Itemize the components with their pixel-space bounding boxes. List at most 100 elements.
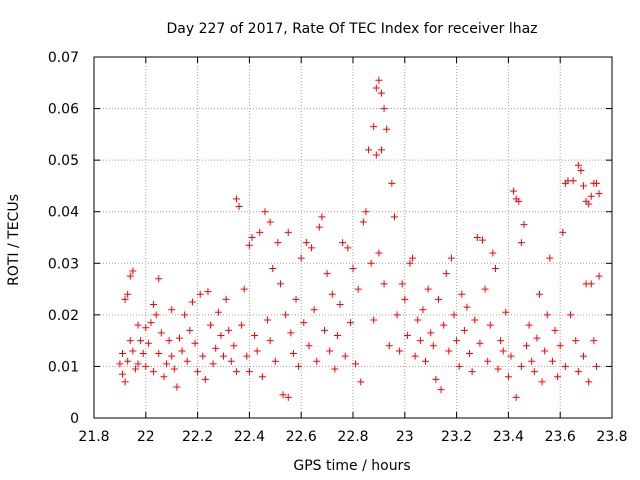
- data-point: [253, 347, 261, 355]
- data-point: [292, 295, 300, 303]
- data-point: [175, 334, 183, 342]
- data-point: [183, 357, 191, 365]
- x-axis-label: GPS time / hours: [293, 458, 410, 474]
- data-point: [160, 373, 168, 381]
- data-point: [546, 254, 554, 262]
- data-point: [437, 386, 445, 394]
- data-point: [279, 391, 287, 399]
- data-point: [186, 326, 194, 334]
- data-point: [535, 290, 543, 298]
- data-point: [181, 311, 189, 319]
- data-points: [116, 76, 603, 401]
- data-point: [520, 221, 528, 229]
- data-point: [574, 368, 582, 376]
- data-point: [217, 331, 225, 339]
- data-point: [377, 146, 385, 154]
- data-point: [466, 350, 474, 358]
- data-point: [287, 329, 295, 337]
- data-point: [232, 368, 240, 376]
- data-point: [411, 352, 419, 360]
- data-point: [543, 311, 551, 319]
- x-tick-label: 22.6: [286, 429, 317, 445]
- data-point: [491, 264, 499, 272]
- data-point: [377, 89, 385, 97]
- data-point: [476, 339, 484, 347]
- data-point: [209, 360, 217, 368]
- data-point: [129, 347, 137, 355]
- data-point: [538, 378, 546, 386]
- data-point: [155, 350, 163, 358]
- data-point: [284, 393, 292, 401]
- data-point: [414, 316, 422, 324]
- data-point: [427, 329, 435, 337]
- data-point: [118, 370, 126, 378]
- data-point: [486, 321, 494, 329]
- data-point: [587, 280, 595, 288]
- x-tick-label: 22: [137, 429, 155, 445]
- data-point: [168, 306, 176, 314]
- x-tick-label: 23.6: [545, 429, 576, 445]
- data-point: [308, 244, 316, 252]
- data-point: [473, 234, 481, 241]
- data-point: [458, 290, 466, 298]
- data-point: [422, 357, 430, 365]
- data-point: [232, 195, 240, 203]
- data-point: [341, 352, 349, 360]
- data-point: [587, 192, 595, 200]
- data-point: [533, 334, 541, 342]
- data-point: [220, 352, 227, 360]
- data-point: [401, 295, 409, 303]
- data-point: [370, 316, 378, 324]
- x-tick-label: 22.2: [182, 429, 213, 445]
- data-point: [380, 105, 388, 113]
- data-point: [489, 249, 497, 257]
- data-point: [375, 76, 383, 84]
- data-point: [447, 254, 455, 262]
- x-tick-label: 23.2: [441, 429, 472, 445]
- data-point: [313, 357, 321, 365]
- data-point: [188, 298, 196, 306]
- data-point: [385, 342, 393, 350]
- data-point: [147, 319, 155, 327]
- data-point: [144, 339, 152, 347]
- data-point: [453, 337, 461, 345]
- data-point: [595, 190, 603, 198]
- data-point: [463, 303, 471, 311]
- data-point: [245, 368, 253, 376]
- data-point: [266, 337, 274, 345]
- data-point: [349, 264, 357, 272]
- data-point: [297, 254, 305, 262]
- data-point: [227, 357, 235, 365]
- data-point: [403, 331, 411, 339]
- data-point: [432, 375, 440, 383]
- y-tick-label: 0.03: [48, 256, 79, 272]
- data-point: [468, 368, 476, 376]
- data-point: [434, 295, 442, 303]
- x-tick-label: 22.8: [337, 429, 368, 445]
- data-point: [150, 368, 158, 376]
- data-point: [561, 362, 569, 370]
- data-point: [235, 203, 243, 211]
- data-point: [440, 321, 448, 329]
- y-tick-label: 0.07: [48, 50, 79, 66]
- data-point: [372, 84, 380, 92]
- data-point: [567, 311, 575, 319]
- data-point: [510, 187, 518, 195]
- data-point: [271, 357, 279, 365]
- y-tick-label: 0.06: [48, 102, 79, 118]
- data-point: [398, 280, 406, 288]
- data-point: [528, 357, 536, 365]
- data-point: [502, 308, 510, 316]
- data-point: [523, 342, 531, 350]
- data-point: [121, 378, 129, 386]
- data-point: [517, 239, 525, 247]
- data-point: [367, 259, 375, 267]
- data-point: [212, 344, 220, 352]
- data-point: [118, 350, 126, 358]
- data-point: [134, 360, 142, 368]
- data-point: [548, 357, 556, 365]
- data-point: [406, 259, 414, 267]
- x-tick-label: 23.4: [493, 429, 524, 445]
- data-point: [592, 362, 600, 370]
- data-point: [199, 352, 207, 360]
